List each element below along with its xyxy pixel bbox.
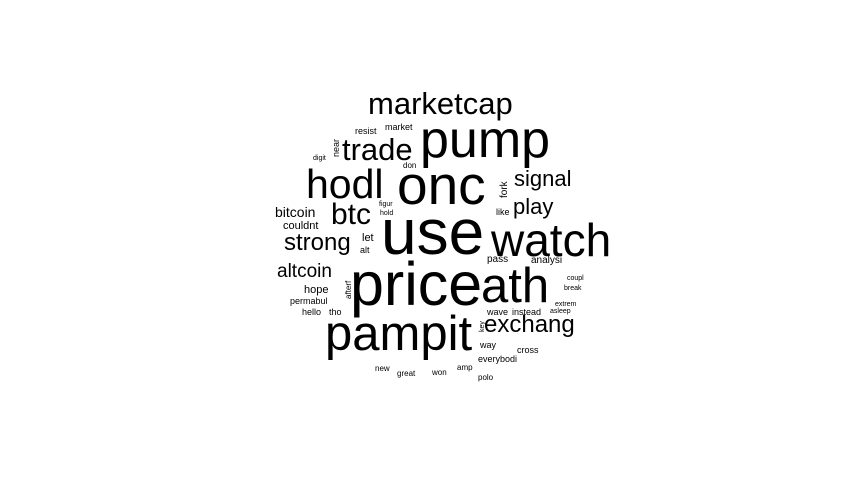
- word-signal: signal: [514, 166, 572, 191]
- word-instead: instead: [512, 307, 542, 317]
- word-figur: figur: [379, 201, 393, 208]
- word-trade: trade: [342, 132, 413, 167]
- word-market: market: [385, 122, 413, 132]
- word-hold: hold: [380, 210, 394, 217]
- word-don: don: [403, 161, 417, 170]
- word-polo: polo: [478, 373, 494, 382]
- word-wave: wave: [487, 307, 509, 317]
- word-won: won: [432, 368, 447, 377]
- word-watch: watch: [491, 214, 612, 266]
- word-let: let: [362, 232, 374, 244]
- word-break: break: [564, 285, 582, 292]
- word-key: key: [479, 321, 486, 332]
- word-hope: hope: [304, 284, 329, 296]
- word-asleep: asleep: [550, 308, 571, 315]
- word-digit: digit: [313, 155, 326, 162]
- word-great: great: [397, 369, 416, 378]
- word-pass: pass: [487, 254, 509, 265]
- word-fork: fork: [499, 181, 510, 198]
- word-pampit: pampit: [325, 307, 473, 361]
- word-cross: cross: [517, 345, 539, 355]
- word-amp: amp: [457, 363, 473, 372]
- word-price: price: [350, 250, 483, 318]
- word-tho: tho: [329, 307, 342, 317]
- word-exchang: exchang: [484, 311, 575, 338]
- word-onc: onc: [397, 154, 486, 216]
- word-like: like: [496, 207, 510, 217]
- word-pump: pump: [420, 111, 551, 169]
- word-resist: resist: [355, 126, 377, 136]
- word-way: way: [480, 340, 497, 350]
- word-couldnt: couldnt: [283, 220, 319, 232]
- word-strong: strong: [284, 229, 351, 256]
- word-altcoin: altcoin: [277, 261, 332, 282]
- word-hodl: hodl: [306, 161, 384, 207]
- word-new: new: [375, 364, 390, 373]
- word-coupl: coupl: [567, 275, 584, 282]
- word-marketcap: marketcap: [368, 86, 513, 121]
- word-ath: ath: [481, 259, 550, 313]
- word-everybodi: everybodi: [478, 354, 518, 364]
- word-btc: btc: [331, 198, 372, 231]
- word-play: play: [513, 194, 554, 219]
- word-use: use: [381, 196, 485, 268]
- word-alt: alt: [360, 245, 370, 255]
- word-near: near: [331, 138, 341, 157]
- word-permabul: permabul: [290, 296, 328, 306]
- word-analysi: analysi: [531, 255, 563, 266]
- word-hello: hello: [302, 307, 322, 317]
- word-extrem: extrem: [555, 301, 577, 308]
- word-bitcoin: bitcoin: [275, 204, 316, 220]
- word-afterf: afterf: [344, 280, 353, 299]
